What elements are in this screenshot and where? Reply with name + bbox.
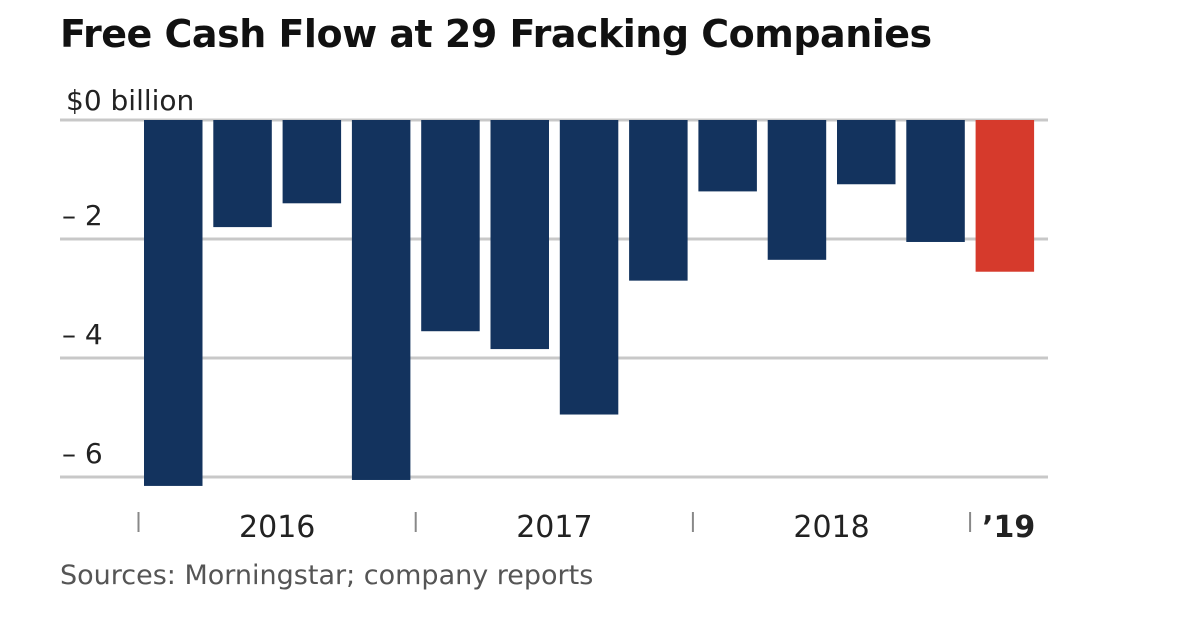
x-year-label: 2018 xyxy=(793,510,869,545)
bar xyxy=(698,120,757,192)
bar xyxy=(767,120,827,260)
y-tick-label: $0 billion xyxy=(66,84,194,117)
bar xyxy=(837,120,896,185)
bar xyxy=(213,120,272,228)
bar xyxy=(490,120,549,350)
bar xyxy=(351,120,411,480)
y-tick-label: – 6 xyxy=(62,437,103,470)
bars xyxy=(144,120,1035,486)
bar xyxy=(906,120,965,242)
x-year-label: ’19 xyxy=(982,510,1035,545)
chart-title: Free Cash Flow at 29 Fracking Companies xyxy=(60,12,932,56)
gridlines xyxy=(60,118,1048,479)
y-tick-label: – 4 xyxy=(62,318,103,351)
y-tick-label: – 2 xyxy=(62,199,103,232)
x-year-label: 2016 xyxy=(239,510,315,545)
bar xyxy=(629,120,688,281)
x-axis: 2016 2017 2018 ’19 xyxy=(137,510,1035,545)
bar-highlight xyxy=(975,120,1035,272)
source-note: Sources: Morningstar; company reports xyxy=(60,560,594,591)
bar xyxy=(282,120,342,204)
y-tick-labels: $0 billion – 2 – 4 – 6 xyxy=(62,84,194,470)
x-year-label: 2017 xyxy=(516,510,592,545)
bar xyxy=(144,120,203,486)
bar xyxy=(559,120,619,415)
bar xyxy=(421,120,480,332)
